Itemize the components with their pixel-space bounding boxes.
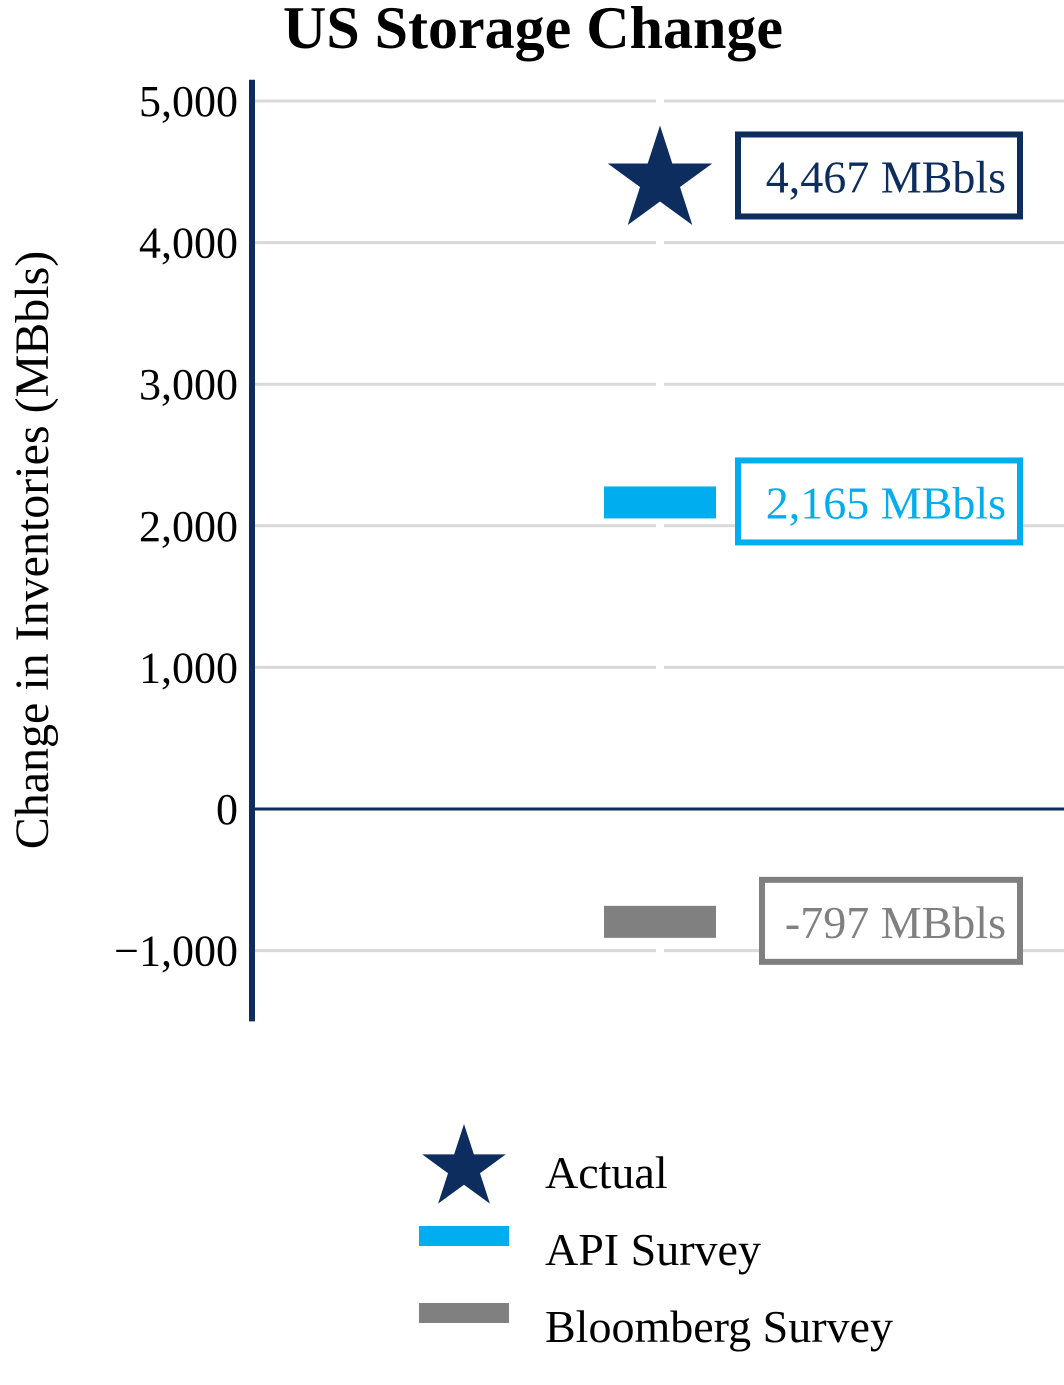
survey-bar-marker [604, 486, 716, 519]
y-tick-labels: 5,000 4,000 3,000 2,000 1,000 0 −1,000 [114, 77, 238, 976]
legend-bar-icon [419, 1226, 509, 1246]
legend-label: API Survey [545, 1224, 761, 1275]
value-label: 4,467 MBbls [766, 151, 1006, 202]
legend-bar-icon [419, 1303, 509, 1323]
value-label: 2,165 MBbls [766, 477, 1006, 528]
legend-label: Bloomberg Survey [545, 1301, 893, 1352]
legend-label: Actual [545, 1147, 668, 1198]
value-label-box [735, 131, 1023, 220]
y-tick-label: 3,000 [139, 360, 238, 409]
value-label-box [735, 457, 1023, 546]
y-tick-label: 5,000 [139, 77, 238, 126]
chart-title: US Storage Change [283, 0, 783, 61]
legend: Actual API Survey Bloomberg Survey [419, 1124, 893, 1352]
legend-star-icon [422, 1124, 506, 1204]
y-tick-label: 0 [216, 785, 238, 834]
y-tick-label: 4,000 [139, 219, 238, 268]
value-label: -797 MBbls [785, 897, 1006, 948]
data-marks: 4,467 MBbls 2,165 MBbls -797 MBbls [604, 125, 1023, 965]
survey-bar-marker [604, 905, 716, 938]
actual-star-marker [607, 125, 713, 225]
y-axis-label: Change in Inventories (MBbls) [6, 251, 59, 850]
value-label-box [759, 876, 1023, 965]
y-tick-label: 2,000 [139, 502, 238, 551]
y-tick-label: −1,000 [114, 927, 238, 976]
y-tick-label: 1,000 [139, 643, 238, 692]
